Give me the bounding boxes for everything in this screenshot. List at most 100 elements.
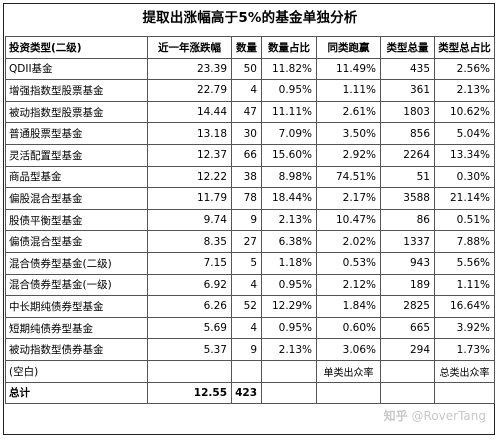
total-change: 12.55: [147, 381, 232, 405]
table-frame: [3, 3, 495, 435]
cell-type-total: 856: [380, 122, 435, 145]
table-cell: [261, 359, 317, 383]
cell-type-total-share: 1.73%: [434, 338, 495, 361]
table-row: 普通股票型基金 13.18 30 7.09% 3.50% 856 5.04%: [5, 122, 495, 145]
cell-count-share: 11.82%: [261, 57, 317, 81]
table-cell: [380, 381, 435, 405]
cell-fund-type: 普通股票型基金: [5, 122, 148, 145]
cell-type-total-share: 13.34%: [434, 143, 495, 167]
cell-beat-peers: 2.17%: [316, 187, 381, 210]
cell-beat-peers: 3.50%: [316, 122, 381, 145]
header-count-share: 数量占比: [261, 36, 317, 59]
header-beat-peers: 同类跑赢: [316, 36, 381, 59]
cell-yearly-change: 7.15: [147, 251, 232, 275]
cell-fund-type: 增强指数型股票基金: [5, 79, 148, 102]
cell-type-total: 665: [380, 316, 435, 340]
cell-fund-type: 商品型基金: [5, 165, 148, 189]
table-body: QDII基金 23.39 50 11.82% 11.49% 435 2.56% 增强指数型股票…: [5, 57, 495, 361]
cell-beat-peers: 2.02%: [316, 230, 381, 253]
cell-count-share: 0.95%: [261, 79, 317, 102]
cell-fund-type: 短期纯债券型基金: [5, 316, 148, 340]
cell-beat-peers: 11.49%: [316, 57, 381, 81]
cell-type-total-share: 10.62%: [434, 100, 495, 124]
table-row: 股债平衡型基金 9.74 9 2.13% 10.47% 86 0.51%: [5, 208, 495, 232]
cell-yearly-change: 8.35: [147, 230, 232, 253]
cell-fund-type: 中长期纯债券型基金: [5, 295, 148, 318]
cell-count: 30: [231, 122, 262, 145]
total-count: 423: [231, 381, 262, 405]
single-class-rate-note: 单类出众率: [316, 359, 381, 383]
cell-type-total: 3588: [380, 187, 435, 210]
cell-count: 4: [231, 316, 262, 340]
table-cell: [147, 359, 232, 383]
cell-yearly-change: 12.22: [147, 165, 232, 189]
cell-yearly-change: 9.74: [147, 208, 232, 232]
header-row: 投资类型(二级) 近一年涨跌幅 数量 数量占比 同类跑赢 类型总量 类型总占比: [5, 36, 495, 59]
cell-beat-peers: 0.60%: [316, 316, 381, 340]
cell-count: 9: [231, 338, 262, 361]
cell-type-total: 1803: [380, 100, 435, 124]
cell-type-total-share: 2.56%: [434, 57, 495, 81]
table-row: 被动指数型股票基金 14.44 47 11.11% 2.61% 1803 10.62%: [5, 100, 495, 124]
cell-count: 9: [231, 208, 262, 232]
cell-yearly-change: 6.26: [147, 295, 232, 318]
cell-fund-type: 股债平衡型基金: [5, 208, 148, 232]
cell-count: 27: [231, 230, 262, 253]
cell-beat-peers: 2.61%: [316, 100, 381, 124]
cell-fund-type: 偏股混合型基金: [5, 187, 148, 210]
watermark-logo: 知乎: [383, 409, 408, 423]
cell-type-total: 189: [380, 273, 435, 297]
cell-count: 47: [231, 100, 262, 124]
cell-beat-peers: 10.47%: [316, 208, 381, 232]
cell-count: 4: [231, 273, 262, 297]
cell-type-total: 361: [380, 79, 435, 102]
cell-type-total: 51: [380, 165, 435, 189]
cell-fund-type: 混合债券型基金(一级): [5, 273, 148, 297]
cell-yearly-change: 5.37: [147, 338, 232, 361]
header-investment-type: 投资类型(二级): [5, 36, 148, 59]
blank-row-label: (空白): [5, 359, 148, 383]
table-row: 混合债券型基金(二级) 7.15 5 1.18% 0.53% 943 5.56%: [5, 251, 495, 275]
header-type-total-share: 类型总占比: [434, 36, 495, 59]
cell-count: 78: [231, 187, 262, 210]
page-title: 提取出涨幅高于5%的基金单独分析: [142, 10, 358, 26]
cell-count-share: 0.95%: [261, 316, 317, 340]
zhihu-watermark: 知乎 @RoverTang: [384, 407, 486, 424]
cell-type-total-share: 3.92%: [434, 316, 495, 340]
cell-fund-type: QDII基金: [5, 57, 148, 81]
cell-count-share: 2.13%: [261, 338, 317, 361]
cell-type-total: 2264: [380, 143, 435, 167]
cell-type-total-share: 21.14%: [434, 187, 495, 210]
cell-beat-peers: 74.51%: [316, 165, 381, 189]
total-label: 总计: [5, 381, 148, 405]
fund-analysis-table: 投资类型(二级) 近一年涨跌幅 数量 数量占比 同类跑赢 类型总量 类型总占比 …: [5, 36, 495, 405]
cell-count-share: 1.18%: [261, 251, 317, 275]
cell-beat-peers: 0.53%: [316, 251, 381, 275]
cell-beat-peers: 3.06%: [316, 338, 381, 361]
cell-count-share: 0.95%: [261, 273, 317, 297]
cell-beat-peers: 2.92%: [316, 143, 381, 167]
table-cell: [261, 381, 317, 405]
cell-count: 52: [231, 295, 262, 318]
blank-row: (空白) 单类出众率 总类出众率: [5, 359, 495, 383]
cell-yearly-change: 11.79: [147, 187, 232, 210]
cell-count: 4: [231, 79, 262, 102]
table-row: 增强指数型股票基金 22.79 4 0.95% 1.11% 361 2.13%: [5, 79, 495, 102]
cell-fund-type: 偏债混合型基金: [5, 230, 148, 253]
cell-fund-type: 灵活配置型基金: [5, 143, 148, 167]
cell-type-total: 943: [380, 251, 435, 275]
cell-type-total-share: 0.30%: [434, 165, 495, 189]
cell-count: 50: [231, 57, 262, 81]
header-count: 数量: [231, 36, 262, 59]
cell-count-share: 2.13%: [261, 208, 317, 232]
cell-count-share: 11.11%: [261, 100, 317, 124]
cell-type-total: 86: [380, 208, 435, 232]
total-row: 总计 12.55 423: [5, 381, 495, 405]
cell-type-total-share: 5.56%: [434, 251, 495, 275]
cell-yearly-change: 14.44: [147, 100, 232, 124]
cell-count-share: 15.60%: [261, 143, 317, 167]
cell-count-share: 7.09%: [261, 122, 317, 145]
cell-yearly-change: 23.39: [147, 57, 232, 81]
table-cell: [380, 359, 435, 383]
cell-count-share: 18.44%: [261, 187, 317, 210]
